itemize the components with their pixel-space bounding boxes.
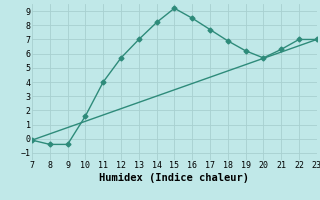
X-axis label: Humidex (Indice chaleur): Humidex (Indice chaleur) [100, 173, 249, 183]
